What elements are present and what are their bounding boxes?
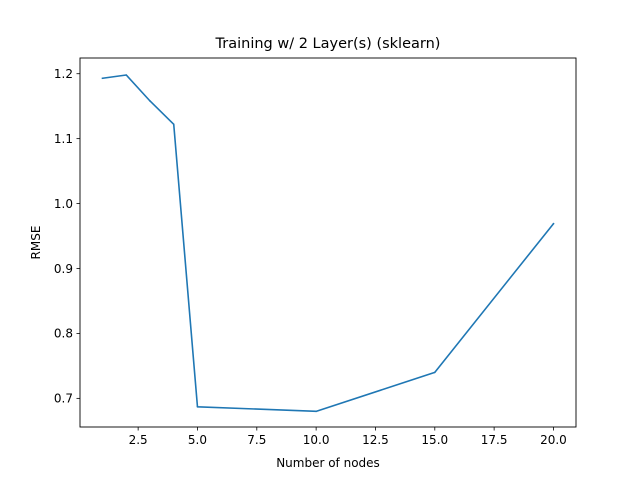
series-line (101, 74, 555, 413)
y-tick-label: 1.2 (54, 67, 73, 81)
data-point (315, 410, 317, 413)
x-tick-label: 2.5 (129, 433, 148, 447)
x-tick-label: 12.5 (362, 433, 389, 447)
x-tick-label: 7.5 (247, 433, 266, 447)
y-tick-label: 1.0 (54, 197, 73, 211)
x-tick-label: 5.0 (188, 433, 207, 447)
x-axis-label: Number of nodes (276, 456, 380, 470)
chart-title: Training w/ 2 Layer(s) (sklearn) (215, 36, 441, 52)
x-tick-label: 20.0 (540, 433, 567, 447)
data-point (101, 77, 104, 80)
data-point (172, 123, 175, 126)
y-tick-label: 0.9 (54, 262, 73, 276)
plot-area (101, 74, 555, 413)
y-tick-label: 0.8 (54, 327, 73, 341)
x-tick-label: 15.0 (421, 433, 448, 447)
y-axis-ticks: 0.7 0.8 0.9 1.0 1.1 1.2 (54, 67, 80, 406)
data-point (552, 222, 555, 225)
data-point (433, 371, 436, 374)
data-point (149, 100, 151, 102)
x-tick-label: 10.0 (303, 433, 330, 447)
y-axis-label: RMSE (29, 226, 43, 260)
x-axis-ticks: 2.5 5.0 7.5 10.0 12.5 15.0 17.5 20.0 (129, 427, 567, 447)
plot-frame (79, 57, 577, 428)
data-point (196, 406, 199, 408)
x-tick-label: 17.5 (481, 433, 508, 447)
y-tick-label: 0.7 (54, 392, 73, 406)
data-point (125, 74, 128, 76)
y-tick-label: 1.1 (54, 132, 73, 146)
